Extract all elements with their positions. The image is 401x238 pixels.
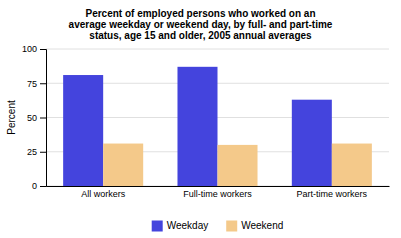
x-tick-label: Full-time workers — [183, 189, 252, 199]
title-line: average weekday or weekend day, by full-… — [69, 19, 333, 30]
bar — [292, 100, 332, 186]
y-axis-line — [40, 50, 47, 187]
y-tick-mark — [40, 118, 46, 119]
legend: Weekday Weekend — [152, 220, 284, 232]
title-line: status, age 15 and older, 2005 annual av… — [89, 30, 312, 41]
x-tick: All workers — [81, 189, 126, 199]
title-line: Percent of employed persons who worked o… — [85, 8, 315, 19]
x-axis-line — [47, 186, 390, 187]
x-axis: All workers Full-time workers Part-time wo… — [47, 187, 390, 200]
bar — [103, 144, 143, 186]
legend-item: Weekend — [226, 220, 283, 232]
y-tick-mark — [40, 186, 46, 187]
y-tick-mark — [40, 152, 46, 153]
legend-label: Weekend — [241, 220, 283, 231]
legend-swatch — [152, 221, 163, 232]
y-tick-label: 100 — [22, 44, 37, 54]
y-tick-label: 25 — [27, 147, 37, 157]
y-axis-title: Percent — [6, 100, 17, 135]
y-tick: 100 — [22, 44, 46, 54]
grid — [46, 49, 389, 186]
y-tick: 25 — [27, 147, 46, 157]
legend-swatch — [226, 221, 237, 232]
bar — [63, 75, 103, 186]
y-tick-mark — [40, 49, 46, 50]
x-tick-label: Part-time workers — [297, 189, 368, 199]
y-tick: 50 — [27, 113, 46, 123]
x-tick-label: All workers — [81, 189, 126, 199]
grid-line — [46, 49, 389, 50]
y-tick-label: 75 — [27, 79, 37, 89]
bars — [63, 67, 372, 186]
bar — [332, 144, 372, 186]
y-tick: 75 — [27, 79, 46, 89]
plot: 0 25 50 75 100 All workers Full-time workers Pa… — [22, 44, 390, 199]
legend-item: Weekday — [152, 220, 209, 232]
y-tick-label: 50 — [27, 113, 37, 123]
x-tick: Part-time workers — [297, 189, 368, 199]
title: Percent of employed persons who worked o… — [69, 8, 333, 41]
chart: Percent of employed persons who worked o… — [0, 0, 401, 238]
y-tick-mark — [40, 83, 46, 84]
bar — [218, 145, 258, 186]
y-tick: 0 — [32, 181, 46, 191]
bar — [177, 67, 217, 186]
y-tick-label: 0 — [32, 181, 37, 191]
y-axis: 0 25 50 75 100 — [22, 44, 47, 191]
legend-label: Weekday — [167, 220, 209, 231]
x-tick: Full-time workers — [183, 189, 252, 199]
